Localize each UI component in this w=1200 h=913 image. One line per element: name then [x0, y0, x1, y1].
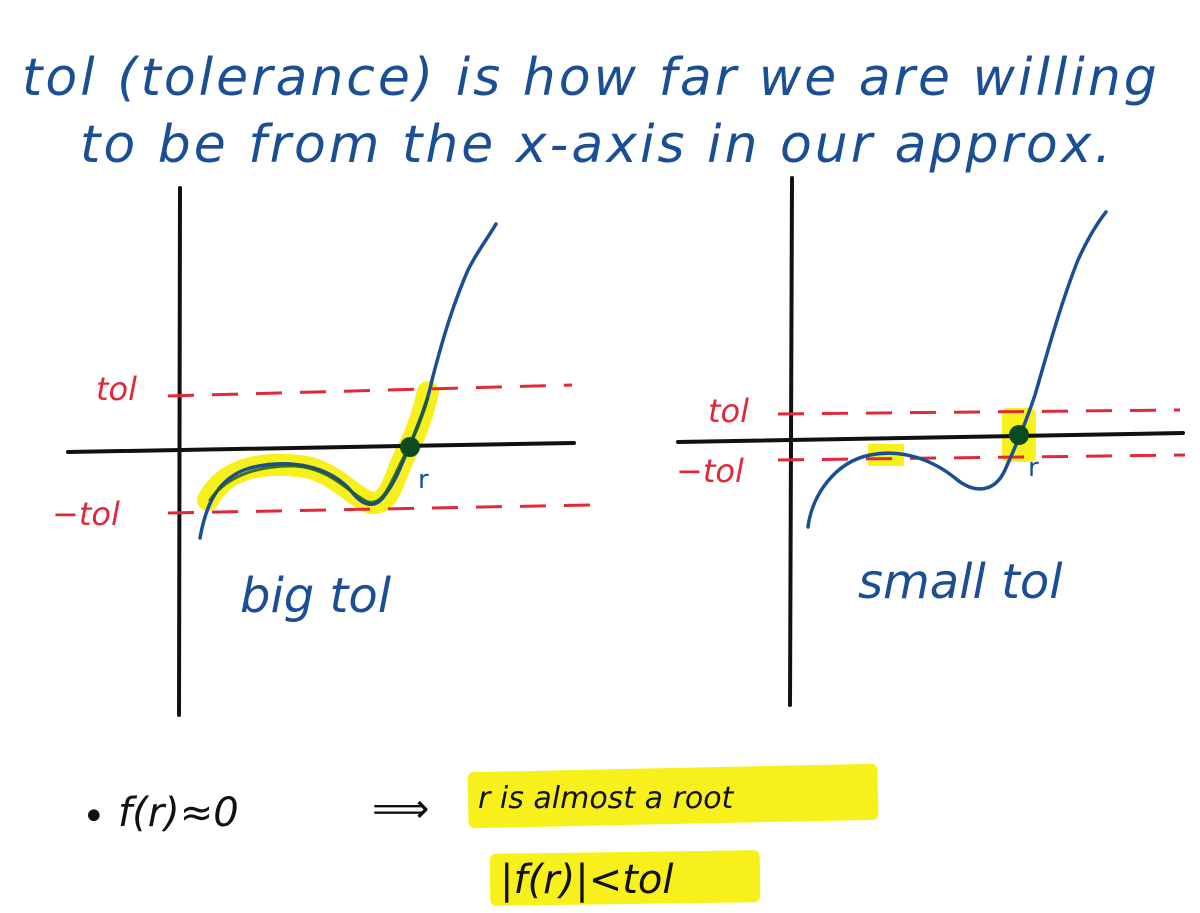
conclusion-text: r is almost a root: [478, 781, 735, 816]
left-x-axis: [66, 441, 576, 454]
left-caption: big tol: [240, 568, 392, 624]
right-root-dot: [1009, 425, 1029, 445]
condition-highlight: [489, 850, 761, 906]
right-neg-tol-label: −tol: [676, 452, 744, 490]
left-root-label: r: [418, 465, 429, 495]
implies-arrow: ⟹: [372, 786, 429, 832]
right-caption: small tol: [858, 554, 1063, 610]
f-of-r-statement: f(r)≈0: [118, 790, 239, 836]
left-function-curve: [198, 222, 498, 540]
right-tol-label: tol: [708, 392, 749, 430]
right-function-curve: [806, 210, 1108, 529]
left-graph: tol −tol r big tol: [52, 186, 591, 717]
heading-line-1: tol (tolerance) is how far we are willin…: [22, 48, 1160, 108]
left-neg-tol-label: −tol: [52, 495, 120, 533]
right-graph: tol −tol r small tol: [676, 176, 1186, 707]
bullet-point: •: [82, 794, 106, 840]
left-root-dot: [400, 437, 420, 457]
right-x-axis: [676, 431, 1185, 444]
heading-line-2: to be from the x-axis in our approx.: [80, 115, 1114, 175]
condition-text: |f(r)|<tol: [500, 857, 673, 903]
conclusion-highlight: [467, 763, 879, 829]
left-tol-label: tol: [96, 370, 137, 408]
bottom-notes: • f(r)≈0 ⟹ r is almost a root |f(r)|<tol: [82, 763, 879, 906]
right-root-label: r: [1028, 453, 1039, 483]
right-tol-line: [777, 408, 1181, 416]
right-neg-tol-line: [777, 453, 1186, 462]
right-flat-highlight: [868, 444, 904, 466]
left-tol-line: [167, 383, 573, 398]
